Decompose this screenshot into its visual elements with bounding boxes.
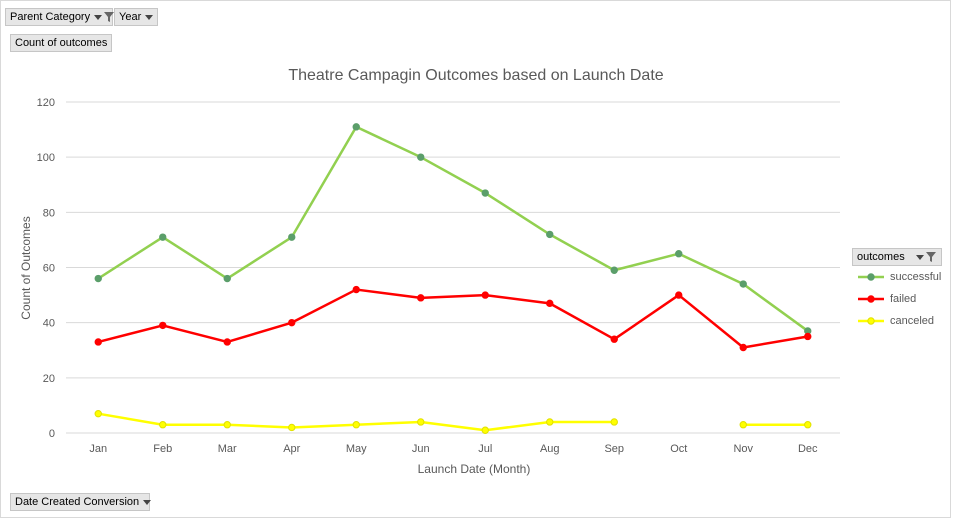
failed-point [288, 318, 296, 327]
canceled-point [223, 421, 231, 429]
canceled-point [352, 421, 360, 429]
series-successful [94, 123, 812, 335]
date-created-conversion-button[interactable]: Date Created Conversion [10, 493, 152, 511]
failed-point [159, 321, 167, 330]
series-group [94, 123, 812, 434]
y-tick-label: 40 [43, 318, 55, 330]
parent-category-label: Parent Category [10, 11, 91, 23]
canceled-point [94, 409, 102, 418]
x-tick-label: Jan [89, 443, 107, 455]
successful-point [94, 274, 102, 283]
legend-label: successful [890, 271, 942, 283]
canceled-point [804, 421, 812, 429]
canceled-point [481, 426, 489, 434]
legend-label: canceled [890, 315, 935, 327]
x-tick-label: Dec [798, 443, 818, 455]
x-axis-label: Launch Date (Month) [418, 462, 531, 476]
chevron-down-icon [145, 14, 154, 20]
y-tick-label: 120 [37, 97, 55, 109]
successful-point [159, 233, 167, 241]
count-of-outcomes-field[interactable]: Count of outcomes [10, 34, 113, 52]
x-tick-label: Mar [218, 443, 237, 455]
legend-item-failed: failed [852, 288, 942, 310]
x-tick-label: Oct [670, 443, 687, 455]
date-created-label: Date Created Conversion [15, 496, 140, 508]
y-axis-label: Count of Outcomes [19, 216, 33, 319]
series-canceled [94, 409, 812, 434]
canceled-point [288, 423, 296, 432]
legend-swatch [858, 317, 884, 325]
filter-icon [104, 12, 115, 22]
failed-point [417, 294, 425, 302]
failed-point [546, 299, 554, 308]
failed-point [610, 335, 618, 343]
legend-item-successful: successful [852, 266, 942, 288]
canceled-point [610, 418, 618, 426]
x-tick-label: Jul [478, 443, 492, 455]
legend-swatch [858, 273, 884, 281]
successful-point [546, 230, 554, 239]
successful-point [739, 280, 747, 288]
failed-point [94, 338, 102, 346]
canceled-point [546, 418, 554, 426]
failed-point [739, 343, 747, 352]
year-filter-button[interactable]: Year [114, 8, 158, 26]
x-tick-label: Sep [604, 443, 624, 455]
x-axis-ticks: Jan Feb Mar Apr May Jun Jul Aug Sep Oct Nov Dec [89, 443, 818, 455]
chevron-down-icon [916, 254, 924, 260]
x-tick-label: Jun [412, 443, 430, 455]
y-tick-label: 80 [43, 207, 55, 219]
successful-point [223, 274, 231, 283]
legend-filter-button[interactable]: outcomes [852, 248, 942, 266]
y-tick-label: 60 [43, 263, 55, 275]
failed-point [223, 338, 231, 346]
successful-point [417, 153, 425, 161]
successful-point [481, 189, 489, 197]
legend-label: failed [890, 293, 917, 305]
y-tick-label: 20 [43, 373, 55, 385]
x-tick-label: Nov [733, 443, 753, 455]
successful-point [675, 250, 683, 258]
filter-icon [926, 252, 936, 262]
series-failed [94, 285, 812, 352]
canceled-point [739, 421, 747, 429]
canceled-point [159, 421, 167, 429]
x-tick-label: Aug [540, 443, 560, 455]
y-tick-label: 100 [37, 152, 55, 164]
chevron-down-icon [94, 14, 103, 20]
legend: outcomes successful failed canceled [852, 248, 942, 332]
canceled-point [417, 418, 425, 426]
x-tick-label: May [346, 443, 367, 455]
successful-point [610, 266, 618, 274]
chart-title: Theatre Campagin Outcomes based on Launc… [288, 67, 663, 84]
legend-swatch [858, 295, 884, 303]
successful-point [352, 123, 360, 131]
successful-point [288, 233, 296, 241]
y-tick-label: 0 [49, 428, 55, 440]
legend-title: outcomes [857, 251, 905, 263]
successful-line [97, 125, 809, 332]
x-tick-label: Feb [153, 443, 172, 455]
parent-category-filter-button[interactable]: Parent Category [5, 8, 115, 26]
failed-point [675, 291, 683, 299]
failed-line [97, 288, 808, 349]
failed-point [352, 285, 360, 294]
grid-lines [66, 101, 840, 434]
failed-point [804, 332, 812, 341]
legend-item-canceled: canceled [852, 310, 942, 332]
y-axis-ticks: 0 20 40 60 80 100 120 [37, 97, 55, 440]
chevron-down-icon [143, 499, 152, 505]
year-label: Year [119, 11, 142, 23]
failed-point [481, 291, 489, 299]
x-tick-label: Apr [283, 443, 300, 455]
